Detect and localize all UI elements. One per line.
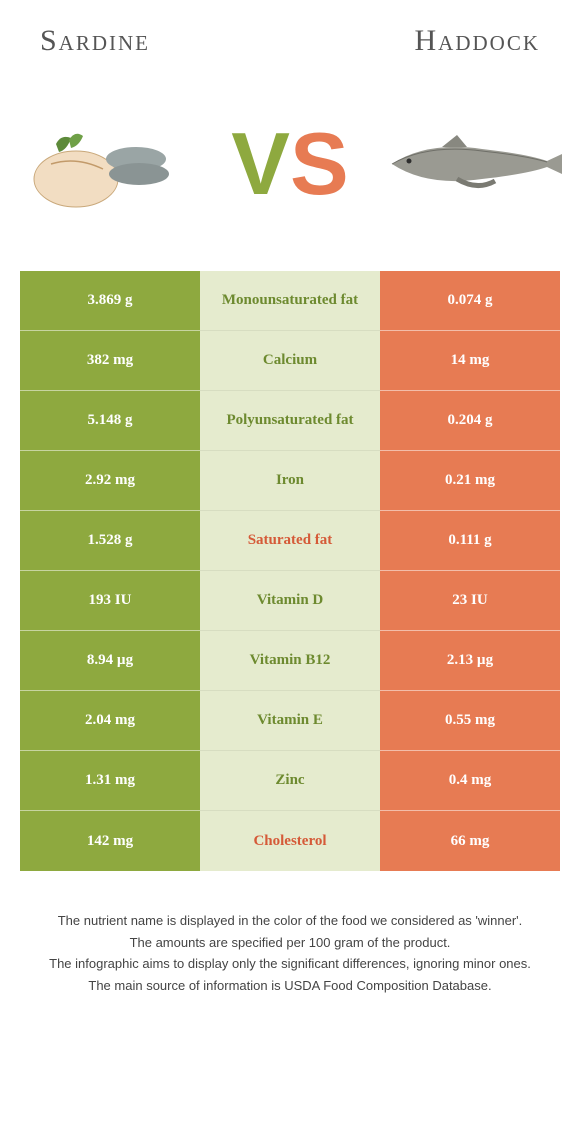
table-row: 1.31 mgZinc0.4 mg: [20, 751, 560, 811]
left-value: 1.31 mg: [20, 751, 200, 811]
left-value: 1.528 g: [20, 511, 200, 571]
table-row: 3.869 gMonounsaturated fat0.074 g: [20, 271, 560, 331]
footer-notes: The nutrient name is displayed in the co…: [0, 871, 580, 995]
vs-row: VS: [0, 66, 580, 271]
nutrient-label: Vitamin E: [200, 691, 380, 751]
nutrient-label: Vitamin D: [200, 571, 380, 631]
right-value: 66 mg: [380, 811, 560, 871]
vs-s: S: [290, 113, 349, 215]
left-value: 2.04 mg: [20, 691, 200, 751]
nutrient-table: 3.869 gMonounsaturated fat0.074 g382 mgC…: [20, 271, 560, 871]
vs-label: VS: [231, 113, 348, 215]
footer-line: The main source of information is USDA F…: [20, 976, 560, 996]
right-value: 0.111 g: [380, 511, 560, 571]
left-value: 5.148 g: [20, 391, 200, 451]
footer-line: The infographic aims to display only the…: [20, 954, 560, 974]
nutrient-label: Monounsaturated fat: [200, 271, 380, 331]
table-row: 142 mgCholesterol66 mg: [20, 811, 560, 871]
nutrient-label: Iron: [200, 451, 380, 511]
title-left: Sardine: [40, 24, 150, 58]
title-right: Haddock: [415, 24, 541, 58]
right-value: 0.4 mg: [380, 751, 560, 811]
nutrient-label: Zinc: [200, 751, 380, 811]
table-row: 2.92 mgIron0.21 mg: [20, 451, 560, 511]
right-value: 2.13 µg: [380, 631, 560, 691]
table-row: 382 mgCalcium14 mg: [20, 331, 560, 391]
footer-line: The nutrient name is displayed in the co…: [20, 911, 560, 931]
right-value: 23 IU: [380, 571, 560, 631]
table-row: 5.148 gPolyunsaturated fat0.204 g: [20, 391, 560, 451]
nutrient-label: Polyunsaturated fat: [200, 391, 380, 451]
vs-v: V: [231, 113, 290, 215]
header: Sardine Haddock: [0, 0, 580, 66]
right-value: 14 mg: [380, 331, 560, 391]
table-row: 2.04 mgVitamin E0.55 mg: [20, 691, 560, 751]
right-value: 0.074 g: [380, 271, 560, 331]
left-value: 193 IU: [20, 571, 200, 631]
table-row: 8.94 µgVitamin B122.13 µg: [20, 631, 560, 691]
nutrient-label: Calcium: [200, 331, 380, 391]
table-row: 193 IUVitamin D23 IU: [20, 571, 560, 631]
left-value: 2.92 mg: [20, 451, 200, 511]
left-value: 382 mg: [20, 331, 200, 391]
right-value: 0.21 mg: [380, 451, 560, 511]
haddock-image: [387, 106, 562, 221]
right-value: 0.55 mg: [380, 691, 560, 751]
footer-line: The amounts are specified per 100 gram o…: [20, 933, 560, 953]
nutrient-label: Cholesterol: [200, 811, 380, 871]
left-value: 142 mg: [20, 811, 200, 871]
nutrient-label: Saturated fat: [200, 511, 380, 571]
table-row: 1.528 gSaturated fat0.111 g: [20, 511, 560, 571]
right-value: 0.204 g: [380, 391, 560, 451]
nutrient-label: Vitamin B12: [200, 631, 380, 691]
left-value: 3.869 g: [20, 271, 200, 331]
left-value: 8.94 µg: [20, 631, 200, 691]
sardine-image: [18, 106, 193, 221]
